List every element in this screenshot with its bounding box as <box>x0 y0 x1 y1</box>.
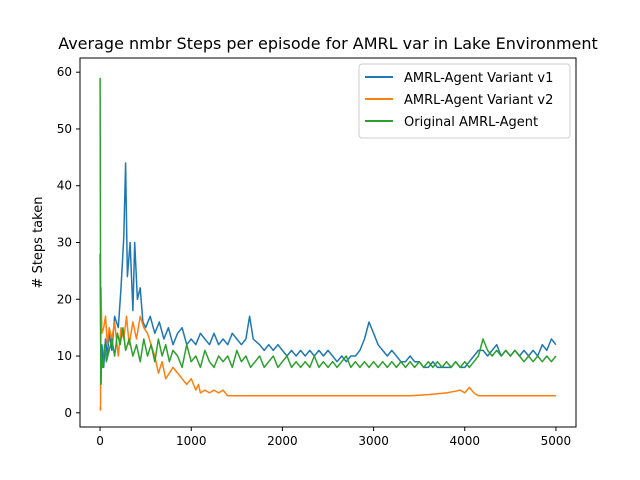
y-tick-label: 30 <box>57 236 72 250</box>
y-tick-label: 40 <box>57 179 72 193</box>
y-tick-label: 0 <box>64 406 72 420</box>
legend: AMRL-Agent Variant v1 AMRL-Agent Variant … <box>358 63 571 139</box>
legend-label: AMRL-Agent Variant v2 <box>404 93 553 108</box>
y-tick-label: 50 <box>57 122 72 136</box>
series-line-1 <box>99 162 557 386</box>
series-layer <box>99 77 557 411</box>
x-tick-label: 4000 <box>449 434 480 448</box>
chart-title: Average nmbr Steps per episode for AMRL … <box>58 34 598 53</box>
x-axis: 0 1000 2000 3000 4000 5000 <box>96 427 571 448</box>
legend-label: AMRL-Agent Variant v1 <box>404 71 553 86</box>
series-line-3 <box>99 77 557 386</box>
x-tick-label: 0 <box>96 434 104 448</box>
y-tick-label: 10 <box>57 349 72 363</box>
series-line-2 <box>99 287 556 411</box>
y-axis: 0 10 20 30 40 50 60 <box>57 65 80 420</box>
x-tick-label: 1000 <box>176 434 207 448</box>
legend-label: Original AMRL-Agent <box>404 115 538 130</box>
legend-box <box>358 63 571 139</box>
x-tick-label: 3000 <box>358 434 389 448</box>
x-tick-label: 2000 <box>267 434 298 448</box>
y-axis-label: # Steps taken <box>31 197 46 289</box>
x-tick-label: 5000 <box>541 434 572 448</box>
y-tick-label: 60 <box>57 65 72 79</box>
y-tick-label: 20 <box>57 292 72 306</box>
